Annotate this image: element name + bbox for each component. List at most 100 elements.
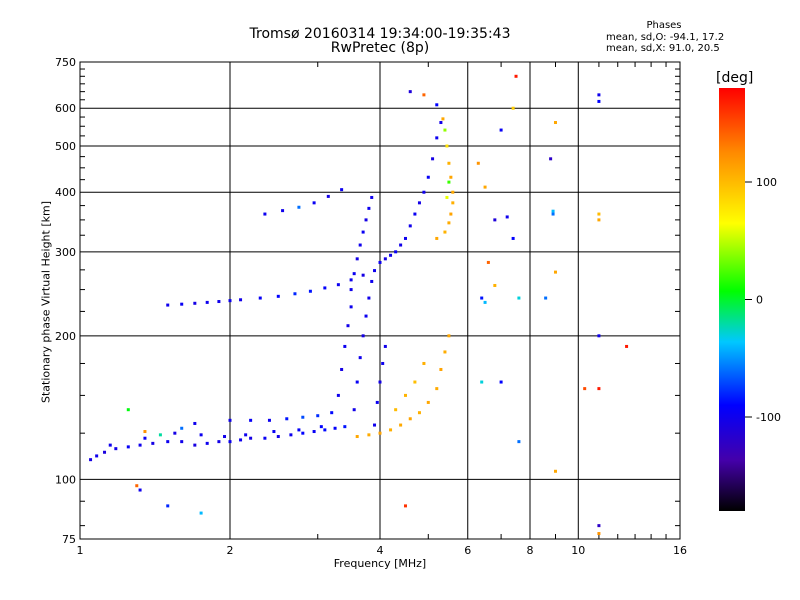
x-tick-label: 6 [464, 544, 471, 557]
data-point [583, 387, 587, 391]
data-point [439, 367, 443, 371]
data-point [625, 344, 629, 348]
plot-frame [79, 61, 681, 540]
data-point [449, 175, 453, 179]
data-point [340, 188, 344, 192]
data-point [549, 157, 553, 161]
data-point [431, 157, 435, 161]
data-point [597, 532, 601, 536]
data-point [389, 428, 393, 432]
data-point [336, 393, 340, 397]
data-point [486, 260, 490, 264]
data-point [267, 418, 271, 422]
data-point [297, 428, 301, 432]
phase-stats-o: mean, sd,O: -94.1, 17.2 [606, 32, 725, 43]
data-point [355, 435, 359, 439]
data-point [336, 283, 340, 287]
data-point [217, 440, 221, 444]
colorbar-tick-labels: 100 0 -100 [745, 176, 781, 424]
data-point [373, 423, 377, 427]
data-point [326, 194, 330, 198]
x-tick-label: 4 [377, 544, 384, 557]
data-point [394, 408, 398, 412]
data-point [480, 296, 484, 300]
colorbar [719, 88, 745, 511]
data-point [349, 278, 353, 282]
data-point [193, 301, 197, 305]
data-point [499, 128, 503, 132]
data-point [217, 300, 221, 304]
data-point [476, 161, 480, 165]
data-point [301, 431, 305, 435]
data-point [435, 236, 439, 240]
data-point [597, 99, 601, 103]
data-point [244, 433, 248, 437]
data-point [199, 433, 203, 437]
data-point [126, 408, 130, 412]
data-point [553, 270, 557, 274]
data-point [249, 436, 253, 440]
y-tick-label: 300 [55, 246, 76, 259]
data-point [443, 128, 447, 132]
data-point [114, 447, 118, 451]
data-point [447, 221, 451, 225]
data-point [403, 236, 407, 240]
data-point [445, 144, 449, 148]
data-point [126, 445, 130, 449]
data-point [597, 93, 601, 97]
data-point [381, 361, 385, 365]
x-tick-label: 2 [227, 544, 234, 557]
x-tick-label: 8 [527, 544, 534, 557]
data-point [447, 161, 451, 165]
data-point [293, 292, 297, 296]
data-point [193, 421, 197, 425]
data-point [517, 440, 521, 444]
x-tick-label: 16 [673, 544, 687, 557]
data-point [373, 269, 377, 273]
data-point [205, 300, 209, 304]
data-point [343, 425, 347, 429]
data-point [447, 180, 451, 184]
data-point [597, 387, 601, 391]
data-point [483, 185, 487, 189]
data-point [205, 441, 209, 445]
data-point [180, 302, 184, 306]
data-point [239, 438, 243, 442]
phase-stats-heading: Phases [646, 20, 682, 31]
data-point [343, 344, 347, 348]
data-point [135, 484, 139, 488]
data-point [597, 524, 601, 528]
data-point [417, 411, 421, 415]
data-point [445, 195, 449, 199]
colorbar-tick-label: -100 [756, 411, 781, 424]
data-point [301, 415, 305, 419]
data-point [426, 400, 430, 404]
data-point [439, 121, 443, 125]
data-point [281, 209, 285, 213]
data-point [258, 296, 262, 300]
data-points [89, 74, 629, 536]
data-point [180, 440, 184, 444]
data-point [403, 393, 407, 397]
data-point [108, 443, 112, 447]
data-point [103, 450, 107, 454]
data-point [408, 224, 412, 228]
x-tick-label: 10 [571, 544, 585, 557]
data-point [511, 236, 515, 240]
data-point [378, 260, 382, 264]
data-point [352, 408, 356, 412]
y-tick-label: 750 [55, 56, 76, 69]
data-point [361, 334, 365, 338]
data-point [330, 411, 334, 415]
chart-subtitle: RwPretec (8p) [330, 40, 430, 56]
data-point [408, 417, 412, 421]
data-point [451, 201, 455, 205]
data-point [276, 435, 280, 439]
data-point [408, 90, 412, 94]
data-point [443, 230, 447, 234]
data-point [143, 436, 147, 440]
data-point [553, 121, 557, 125]
data-point [493, 218, 497, 222]
data-point [239, 298, 243, 302]
